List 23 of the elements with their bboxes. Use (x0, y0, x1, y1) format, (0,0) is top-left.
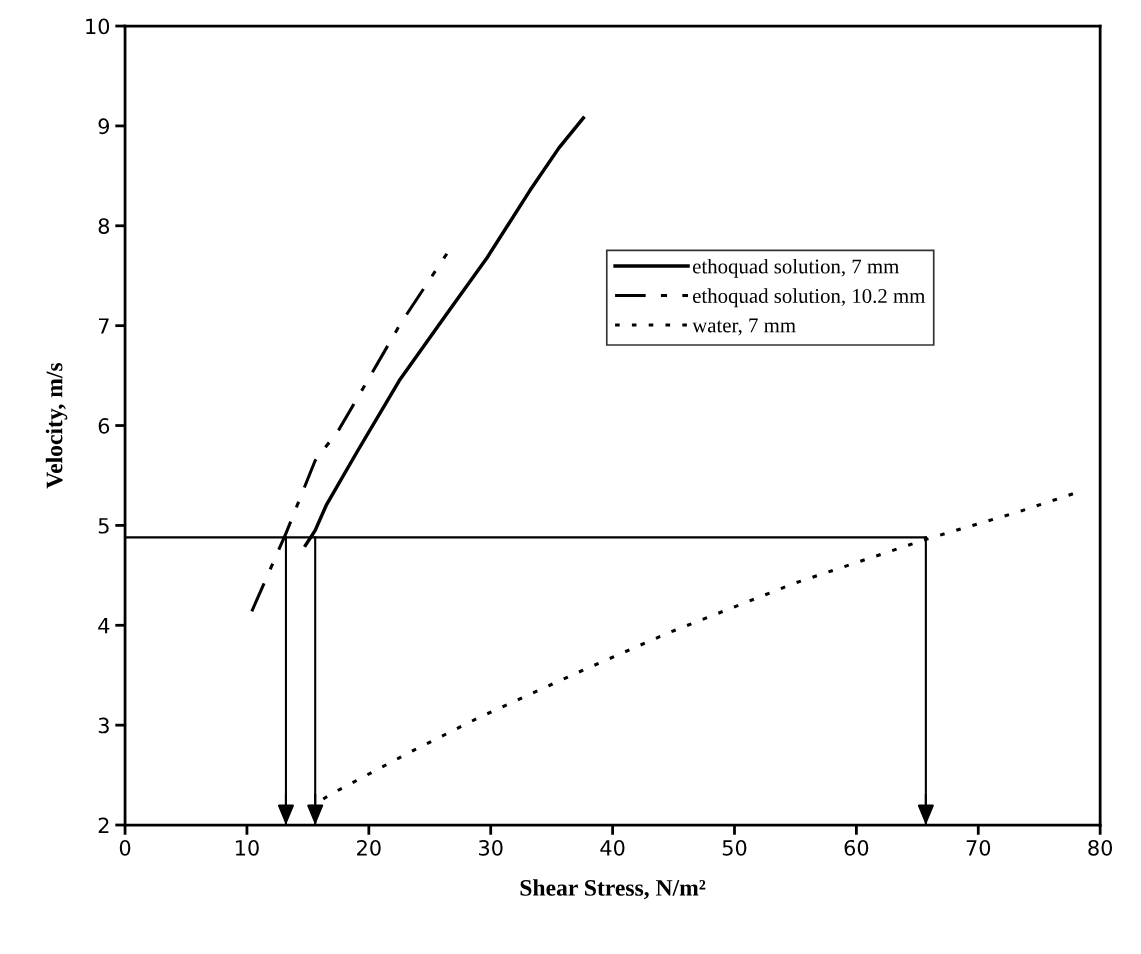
legend-label: ethoquad solution, 7 mm (692, 258, 900, 278)
x-tick-label: 40 (600, 839, 625, 856)
x-tick-label: 30 (479, 839, 503, 856)
y-tick-label: 7 (98, 318, 109, 334)
x-tick-label: 60 (844, 839, 869, 856)
x-tick-label: 20 (357, 839, 381, 856)
x-axis-title: Shear Stress, N/m² (520, 879, 706, 900)
y-tick-label: 10 (86, 18, 110, 35)
y-tick-label: 6 (98, 417, 110, 434)
y-tick-label: 3 (98, 717, 109, 734)
x-tick-label: 50 (722, 839, 747, 856)
y-tick-label: 4 (98, 618, 110, 634)
x-tick-label: 70 (966, 839, 991, 856)
y-tick-label: 2 (98, 817, 109, 833)
x-tick-label: 10 (235, 839, 259, 856)
legend-label: water, 7 mm (692, 318, 796, 336)
legend-label: ethoquad solution, 10.2 mm (692, 288, 926, 308)
y-tick-label: 8 (98, 218, 110, 234)
y-tick-label: 9 (98, 118, 110, 135)
y-tick-label: 5 (98, 518, 109, 534)
x-tick-label: 80 (1088, 839, 1113, 856)
x-tick-label: 0 (119, 839, 131, 856)
y-axis-title: Velocity, m/s (45, 362, 68, 489)
